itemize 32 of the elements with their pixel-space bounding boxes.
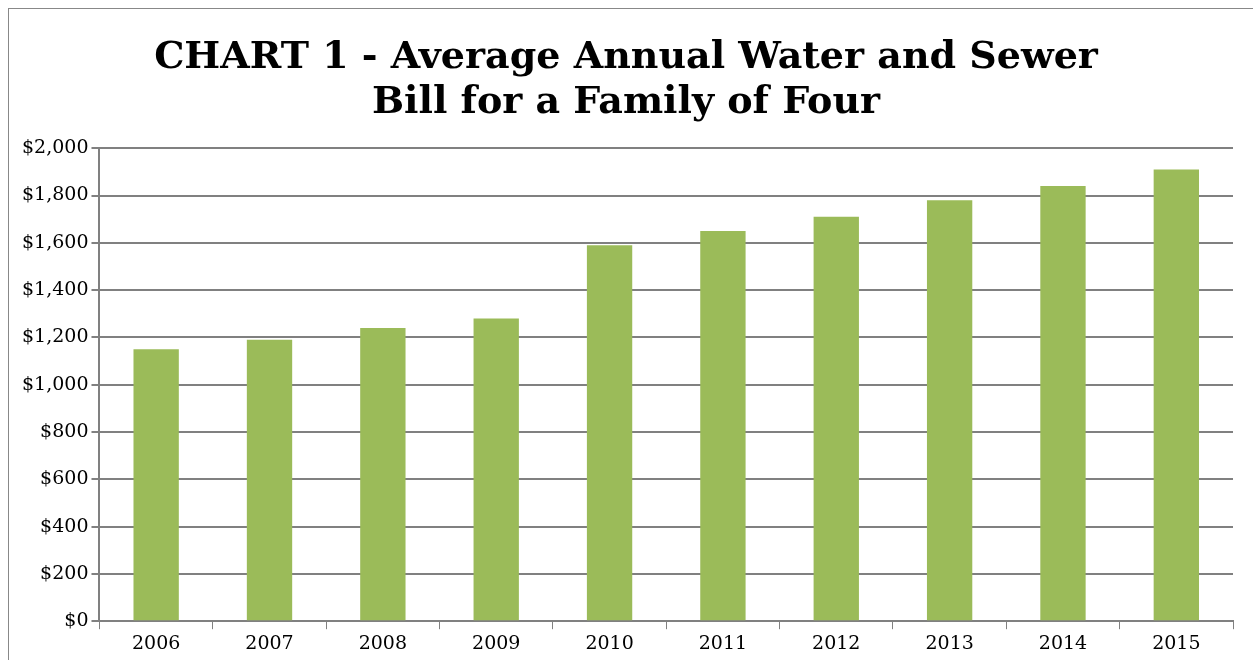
x-tick-label: 2012 (812, 630, 861, 653)
bar (700, 230, 746, 621)
y-tick-label: $1,800 (22, 182, 89, 205)
x-tick-label: 2015 (1152, 630, 1201, 653)
y-tick-label: $1,600 (22, 229, 89, 252)
x-tick-label: 2014 (1038, 630, 1088, 653)
x-tick-label: 2013 (925, 630, 974, 653)
bar (1040, 186, 1086, 621)
y-tick-label: $1,000 (22, 371, 89, 394)
bar (133, 349, 179, 621)
y-tick-label: $800 (40, 418, 89, 441)
y-tick-label: $200 (40, 560, 89, 583)
y-tick-label: $600 (40, 466, 89, 489)
x-tick-label: 2007 (245, 630, 294, 653)
bar (586, 245, 633, 621)
x-tick-label: 2008 (358, 630, 408, 653)
y-tick-label: $0 (64, 608, 89, 631)
y-tick-label: $400 (40, 513, 89, 536)
y-tick-label: $1,400 (22, 277, 89, 300)
bar (360, 327, 406, 621)
bar (1153, 169, 1199, 621)
x-tick-label: 2010 (585, 630, 634, 653)
x-tick-label: 2006 (131, 630, 181, 653)
bar (246, 339, 293, 621)
x-tick-label: 2011 (698, 630, 748, 653)
bar (926, 200, 973, 621)
y-tick-label: $2,000 (22, 135, 89, 158)
y-tick-label: $1,200 (22, 324, 89, 347)
bar (473, 318, 519, 621)
bar (813, 216, 859, 621)
chart-title: CHART 1 - Average Annual Water and Sewer Bill for a Family of Four (154, 31, 1099, 123)
x-tick-label: 2009 (472, 630, 521, 653)
